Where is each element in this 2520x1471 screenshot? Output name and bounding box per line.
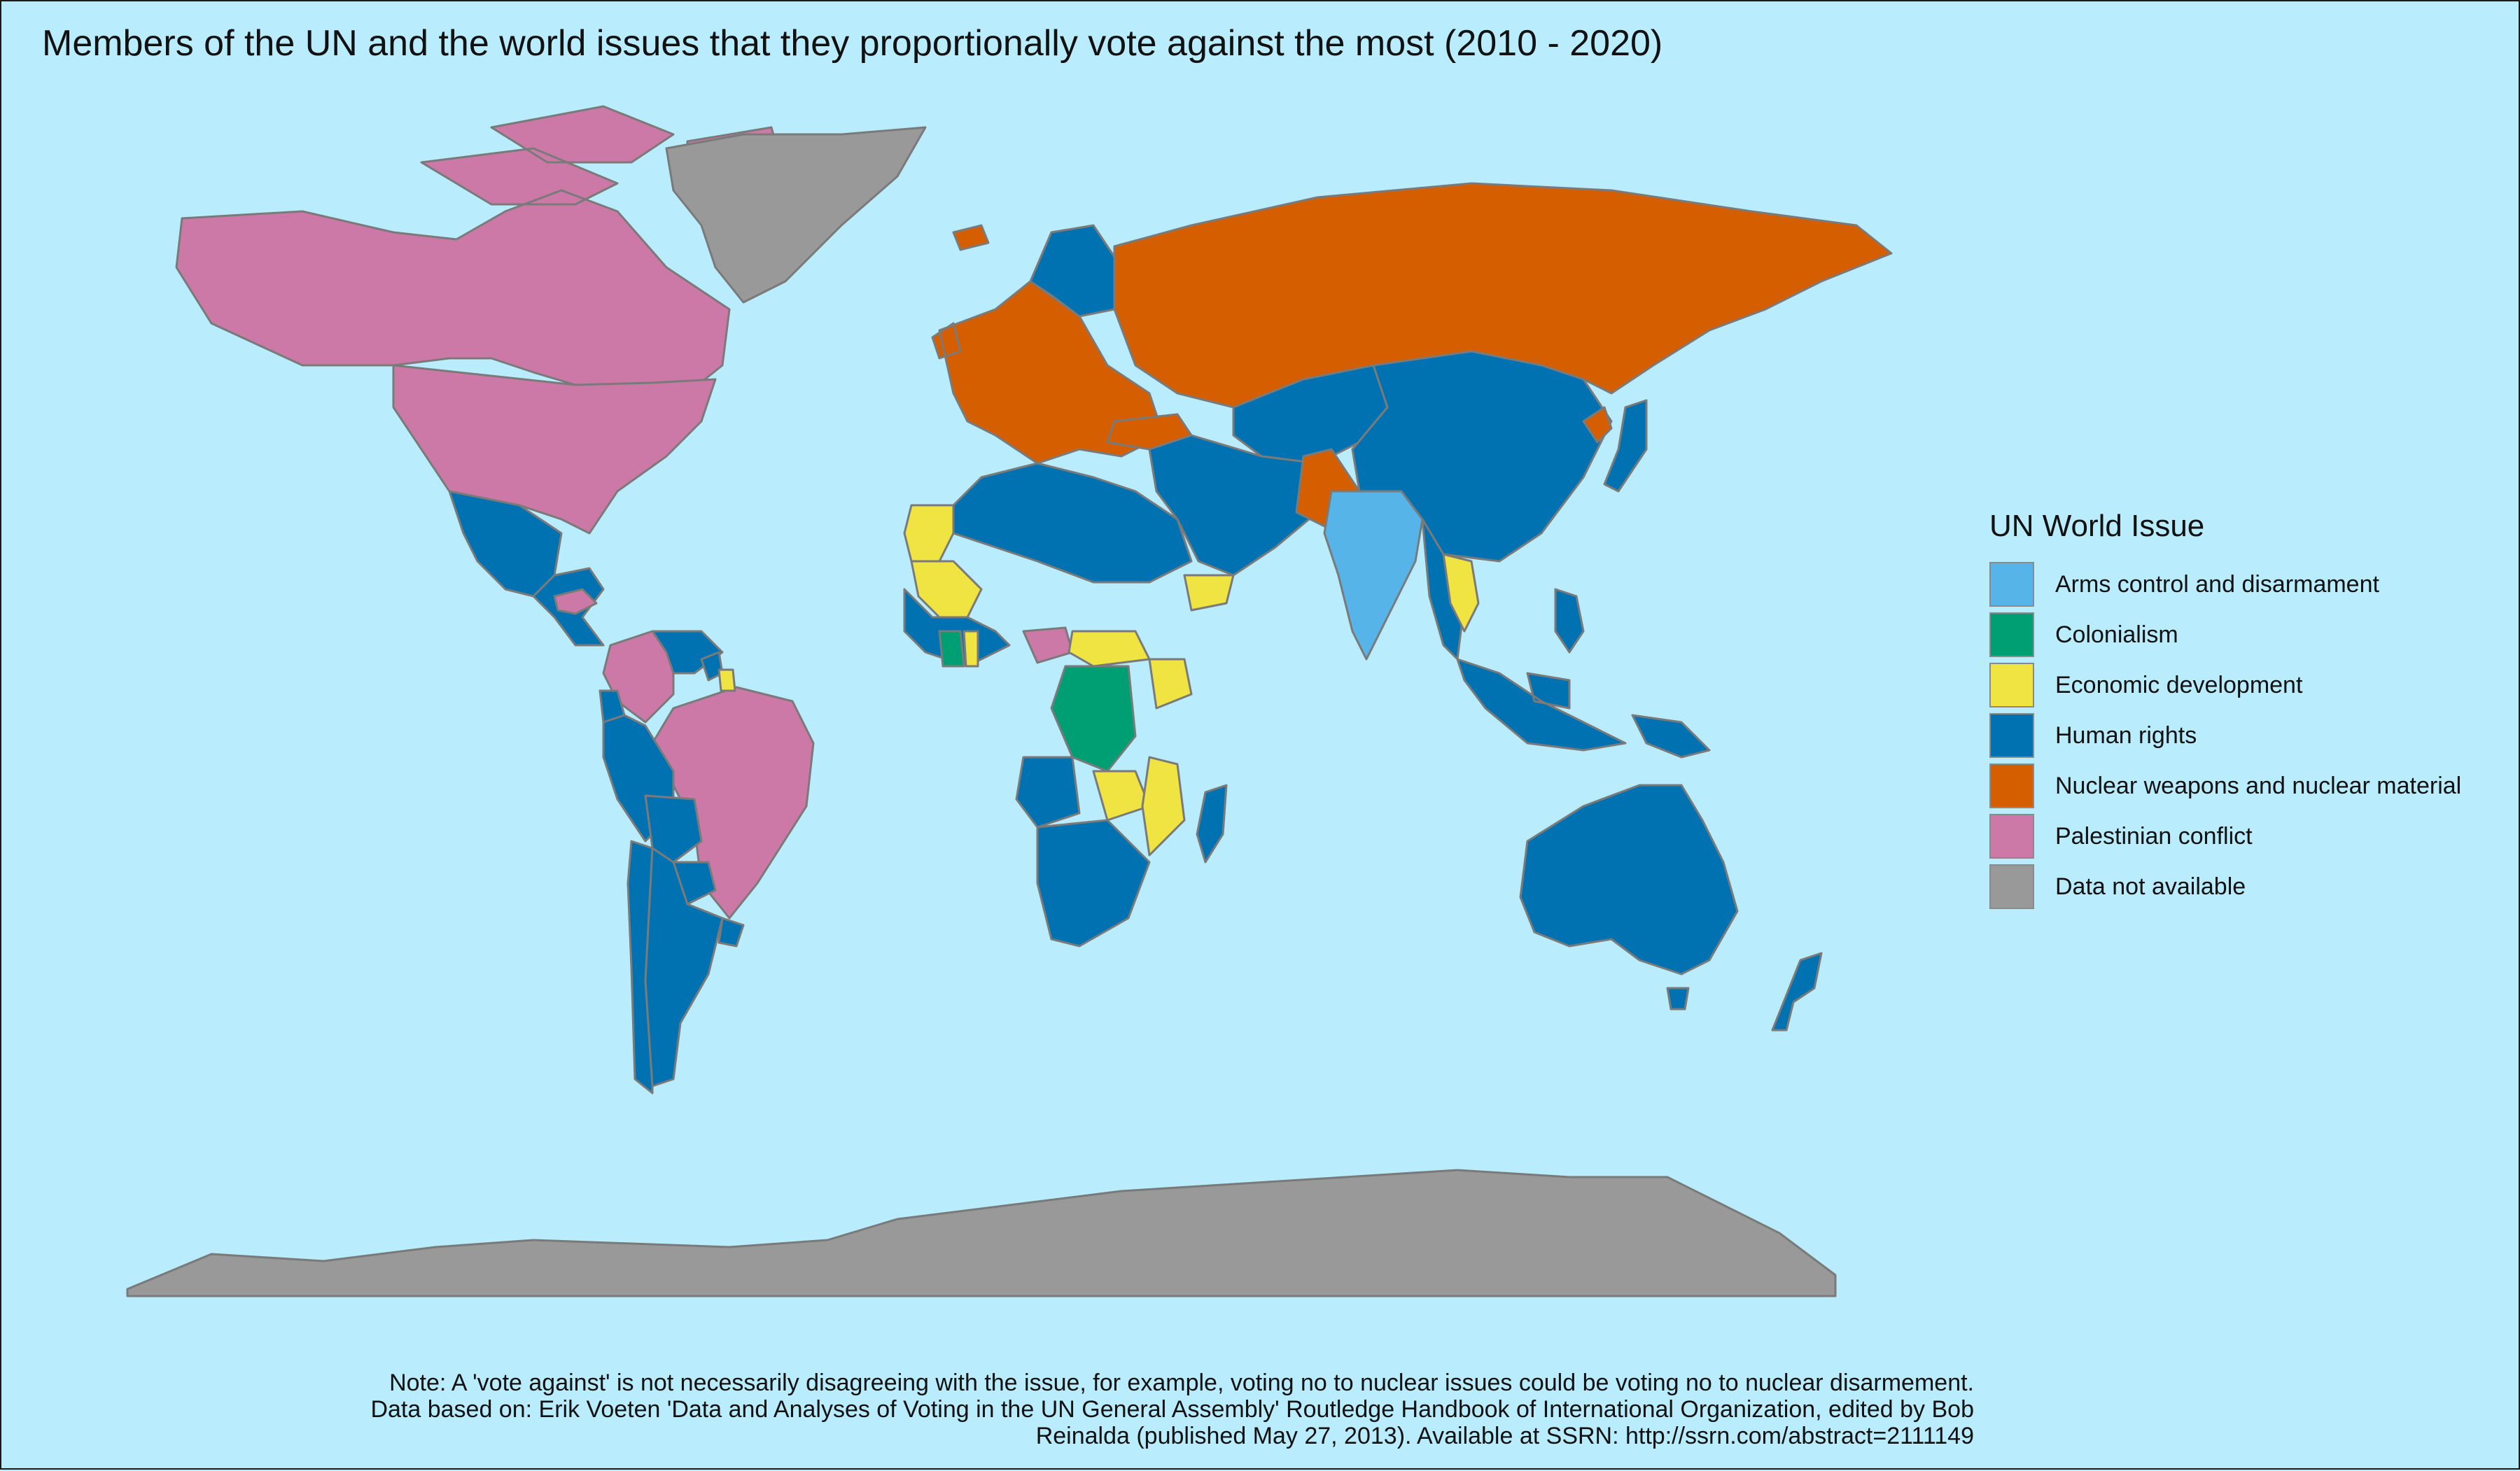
- legend-swatch: [1989, 663, 2034, 708]
- legend-swatch: [1989, 562, 2034, 607]
- legend-title: UN World Issue: [1989, 509, 2205, 543]
- region-north-korea: [1582, 406, 1613, 444]
- legend: UN World Issue Arms control and disarmam…: [1989, 509, 2461, 912]
- legend-label: Colonialism: [2055, 621, 2178, 648]
- footnote-line: Note: A 'vote against' is not necessaril…: [389, 1370, 1974, 1396]
- region-new-zealand: [1771, 952, 1823, 1032]
- region-india: [1323, 490, 1424, 661]
- region-iceland: [952, 224, 990, 251]
- region-central-african-republic: [1022, 626, 1074, 664]
- region-mozambique: [1141, 756, 1186, 857]
- region-dr-congo: [1050, 665, 1137, 773]
- region-ghana: [962, 630, 979, 668]
- region-yemen: [1183, 574, 1235, 612]
- legend-label: Arms control and disarmament: [2055, 570, 2379, 598]
- region-indonesia: [1456, 658, 1627, 752]
- legend-item-nuclear: Nuclear weapons and nuclear material: [1989, 761, 2461, 811]
- region-cote-d-ivoire: [938, 630, 965, 668]
- legend-item-colonialism: Colonialism: [1989, 610, 2461, 660]
- region-russia: [1113, 182, 1893, 409]
- legend-item-human-rights: Human rights: [1989, 710, 2461, 761]
- legend-label: Nuclear weapons and nuclear material: [2055, 772, 2462, 799]
- legend-item-palestinian-conflict: Palestinian conflict: [1989, 811, 2461, 861]
- region-japan: [1603, 399, 1648, 493]
- region-australia: [1519, 784, 1739, 1011]
- region-united-states: [392, 364, 717, 535]
- legend-swatch: [1989, 864, 2034, 909]
- region-papua-new-guinea: [1631, 714, 1711, 759]
- region-greenland: [665, 126, 927, 304]
- region-western-sahara-and-mauritania: [903, 504, 955, 563]
- footnote-line: Reinalda (published May 27, 2013). Avail…: [1035, 1423, 1974, 1449]
- region-zambia: [1092, 770, 1151, 822]
- region-suriname: [718, 668, 736, 692]
- region-southern-africa: [1036, 819, 1151, 948]
- legend-swatch: [1989, 763, 2034, 808]
- region-antarctica: [126, 1169, 1837, 1297]
- footnote-line: Data based on: Erik Voeten 'Data and Ana…: [370, 1396, 1974, 1423]
- region-uruguay: [718, 917, 745, 948]
- legend-item-arms-control: Arms control and disarmament: [1989, 559, 2461, 610]
- footnote: Note: A 'vote against' is not necessaril…: [370, 1370, 1974, 1449]
- legend-label: Human rights: [2055, 722, 2197, 749]
- legend-label: Palestinian conflict: [2055, 822, 2253, 850]
- region-kenya: [1148, 658, 1193, 710]
- legend-swatch: [1989, 814, 2034, 859]
- legend-label: Data not available: [2055, 873, 2246, 900]
- region-argentina: [644, 847, 724, 1088]
- map-title: Members of the UN and the world issues t…: [42, 23, 1663, 64]
- legend-swatch: [1989, 713, 2034, 758]
- region-china: [1351, 350, 1613, 563]
- legend-swatch: [1989, 612, 2034, 657]
- region-angola: [1015, 756, 1081, 829]
- region-bolivia: [644, 794, 703, 864]
- region-middle-east: [1148, 434, 1319, 577]
- region-honduras: [553, 588, 598, 615]
- region-thailand-and-laos: [1442, 553, 1480, 633]
- region-philippines: [1554, 588, 1585, 654]
- legend-item-data-not-available: Data not available: [1989, 861, 2461, 912]
- legend-label: Economic development: [2055, 671, 2303, 698]
- legend-item-economic-development: Economic development: [1989, 660, 2461, 710]
- region-madagascar: [1196, 784, 1228, 864]
- region-south-sudan: [1068, 630, 1151, 668]
- region-west-africa: [903, 588, 1011, 668]
